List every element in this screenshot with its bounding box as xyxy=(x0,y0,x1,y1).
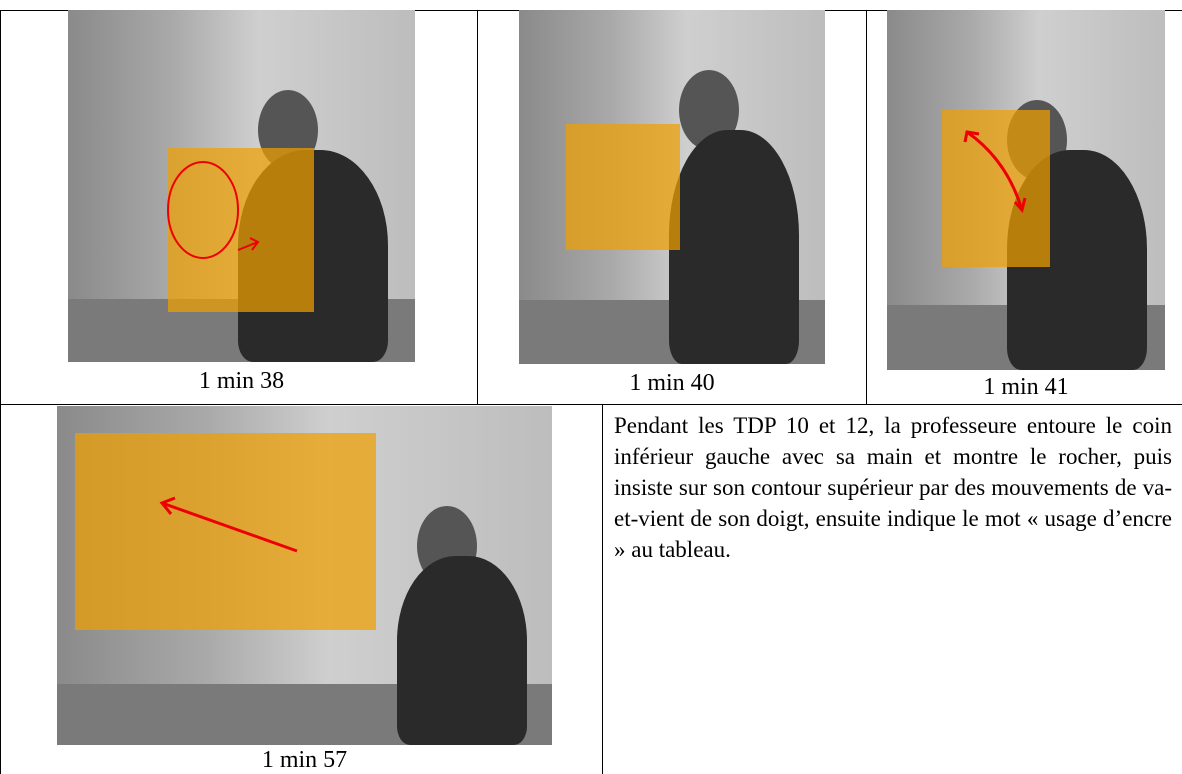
caption: 1 min 38 xyxy=(198,368,285,394)
photo xyxy=(519,10,825,364)
photo xyxy=(57,406,552,745)
border xyxy=(0,404,1182,405)
person xyxy=(669,130,799,364)
caption: 1 min 57 xyxy=(261,747,348,773)
caption: 1 min 40 xyxy=(629,370,715,396)
highlight xyxy=(942,110,1050,267)
annotation xyxy=(963,130,1027,214)
border xyxy=(602,404,603,774)
border xyxy=(866,10,867,404)
annotation xyxy=(159,496,298,553)
caption: 1 min 41 xyxy=(983,374,1069,400)
person xyxy=(397,556,527,745)
photo xyxy=(887,10,1165,370)
border xyxy=(0,10,1,774)
highlight xyxy=(75,433,376,630)
border xyxy=(477,10,478,404)
photo xyxy=(68,10,415,362)
annotation xyxy=(167,161,260,259)
highlight xyxy=(168,148,314,312)
paragraph: Pendant les TDP 10 et 12, la professeure… xyxy=(614,413,1172,562)
highlight xyxy=(566,124,680,250)
